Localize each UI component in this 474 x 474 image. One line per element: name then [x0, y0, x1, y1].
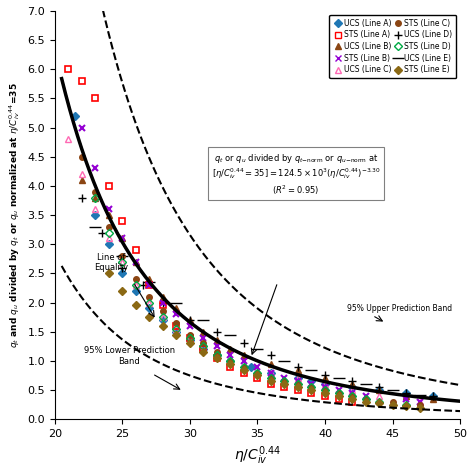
Text: $q_t$ or $q_u$ divided by $q_{t\mathrm{-norm}}$ or $q_{u\mathrm{-norm}}$ at
$[\e: $q_t$ or $q_u$ divided by $q_{t\mathrm{-… — [211, 152, 381, 197]
Text: Line of
Equality: Line of Equality — [94, 253, 128, 273]
X-axis label: $\eta/C_{iv}^{0.44}$: $\eta/C_{iv}^{0.44}$ — [234, 445, 281, 467]
Y-axis label: $q_t$ and $q_u$ divided by $q_t$ or $q_u$ normalized at $\eta/C_{iv}^{0.44}$=35: $q_t$ and $q_u$ divided by $q_t$ or $q_u… — [7, 82, 22, 348]
Legend: UCS (Line A), STS (Line A), UCS (Line B), STS (Line B), UCS (Line C), STS (Line : UCS (Line A), STS (Line A), UCS (Line B)… — [329, 15, 456, 78]
Text: 95% Lower Prediction
Band: 95% Lower Prediction Band — [83, 346, 175, 366]
Text: 95% Upper Prediction Band: 95% Upper Prediction Band — [346, 304, 452, 313]
